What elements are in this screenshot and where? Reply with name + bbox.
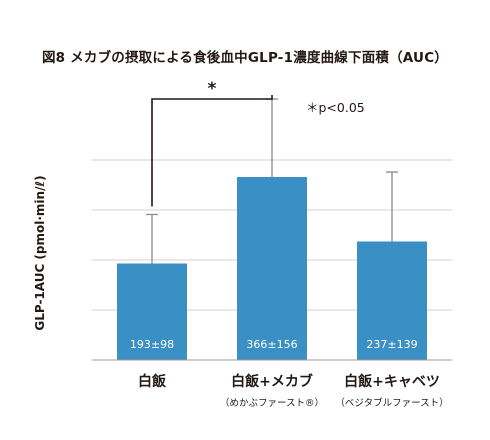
significance-note: ＊p<0.05 — [306, 100, 365, 115]
significance-bracket-line — [151, 95, 273, 207]
bars — [117, 177, 427, 360]
bar — [357, 241, 427, 360]
category-sublabel: （ベジタブルファースト） — [335, 397, 448, 409]
error-bars — [146, 98, 398, 264]
category-labels: 白飯 白飯+メカブ （めかぶファースト®） 白飯+キャベツ （ベジタブルファースト） — [138, 373, 449, 409]
chart-title: 図8 メカブの摂取による食後血中GLP-1濃度曲線下面積（AUC） — [41, 50, 449, 66]
y-axis-label: GLP-1AUC (pmol·min/ℓ) — [33, 175, 47, 330]
bar-value-labels: 193±98 366±156 237±139 — [130, 338, 418, 351]
bar-value-label: 193±98 — [130, 338, 174, 351]
category-sublabel: （めかぶファースト®） — [220, 397, 324, 409]
bar-value-label: 237±139 — [366, 338, 417, 351]
category-label: 白飯+キャベツ — [344, 373, 440, 390]
category-label: 白飯+メカブ — [231, 373, 313, 390]
bar — [117, 263, 187, 360]
bar-value-label: 366±156 — [246, 338, 297, 351]
bar — [237, 177, 307, 360]
significance-bracket: * — [151, 79, 273, 207]
significance-marker: * — [208, 79, 217, 99]
category-label: 白飯 — [138, 373, 167, 390]
